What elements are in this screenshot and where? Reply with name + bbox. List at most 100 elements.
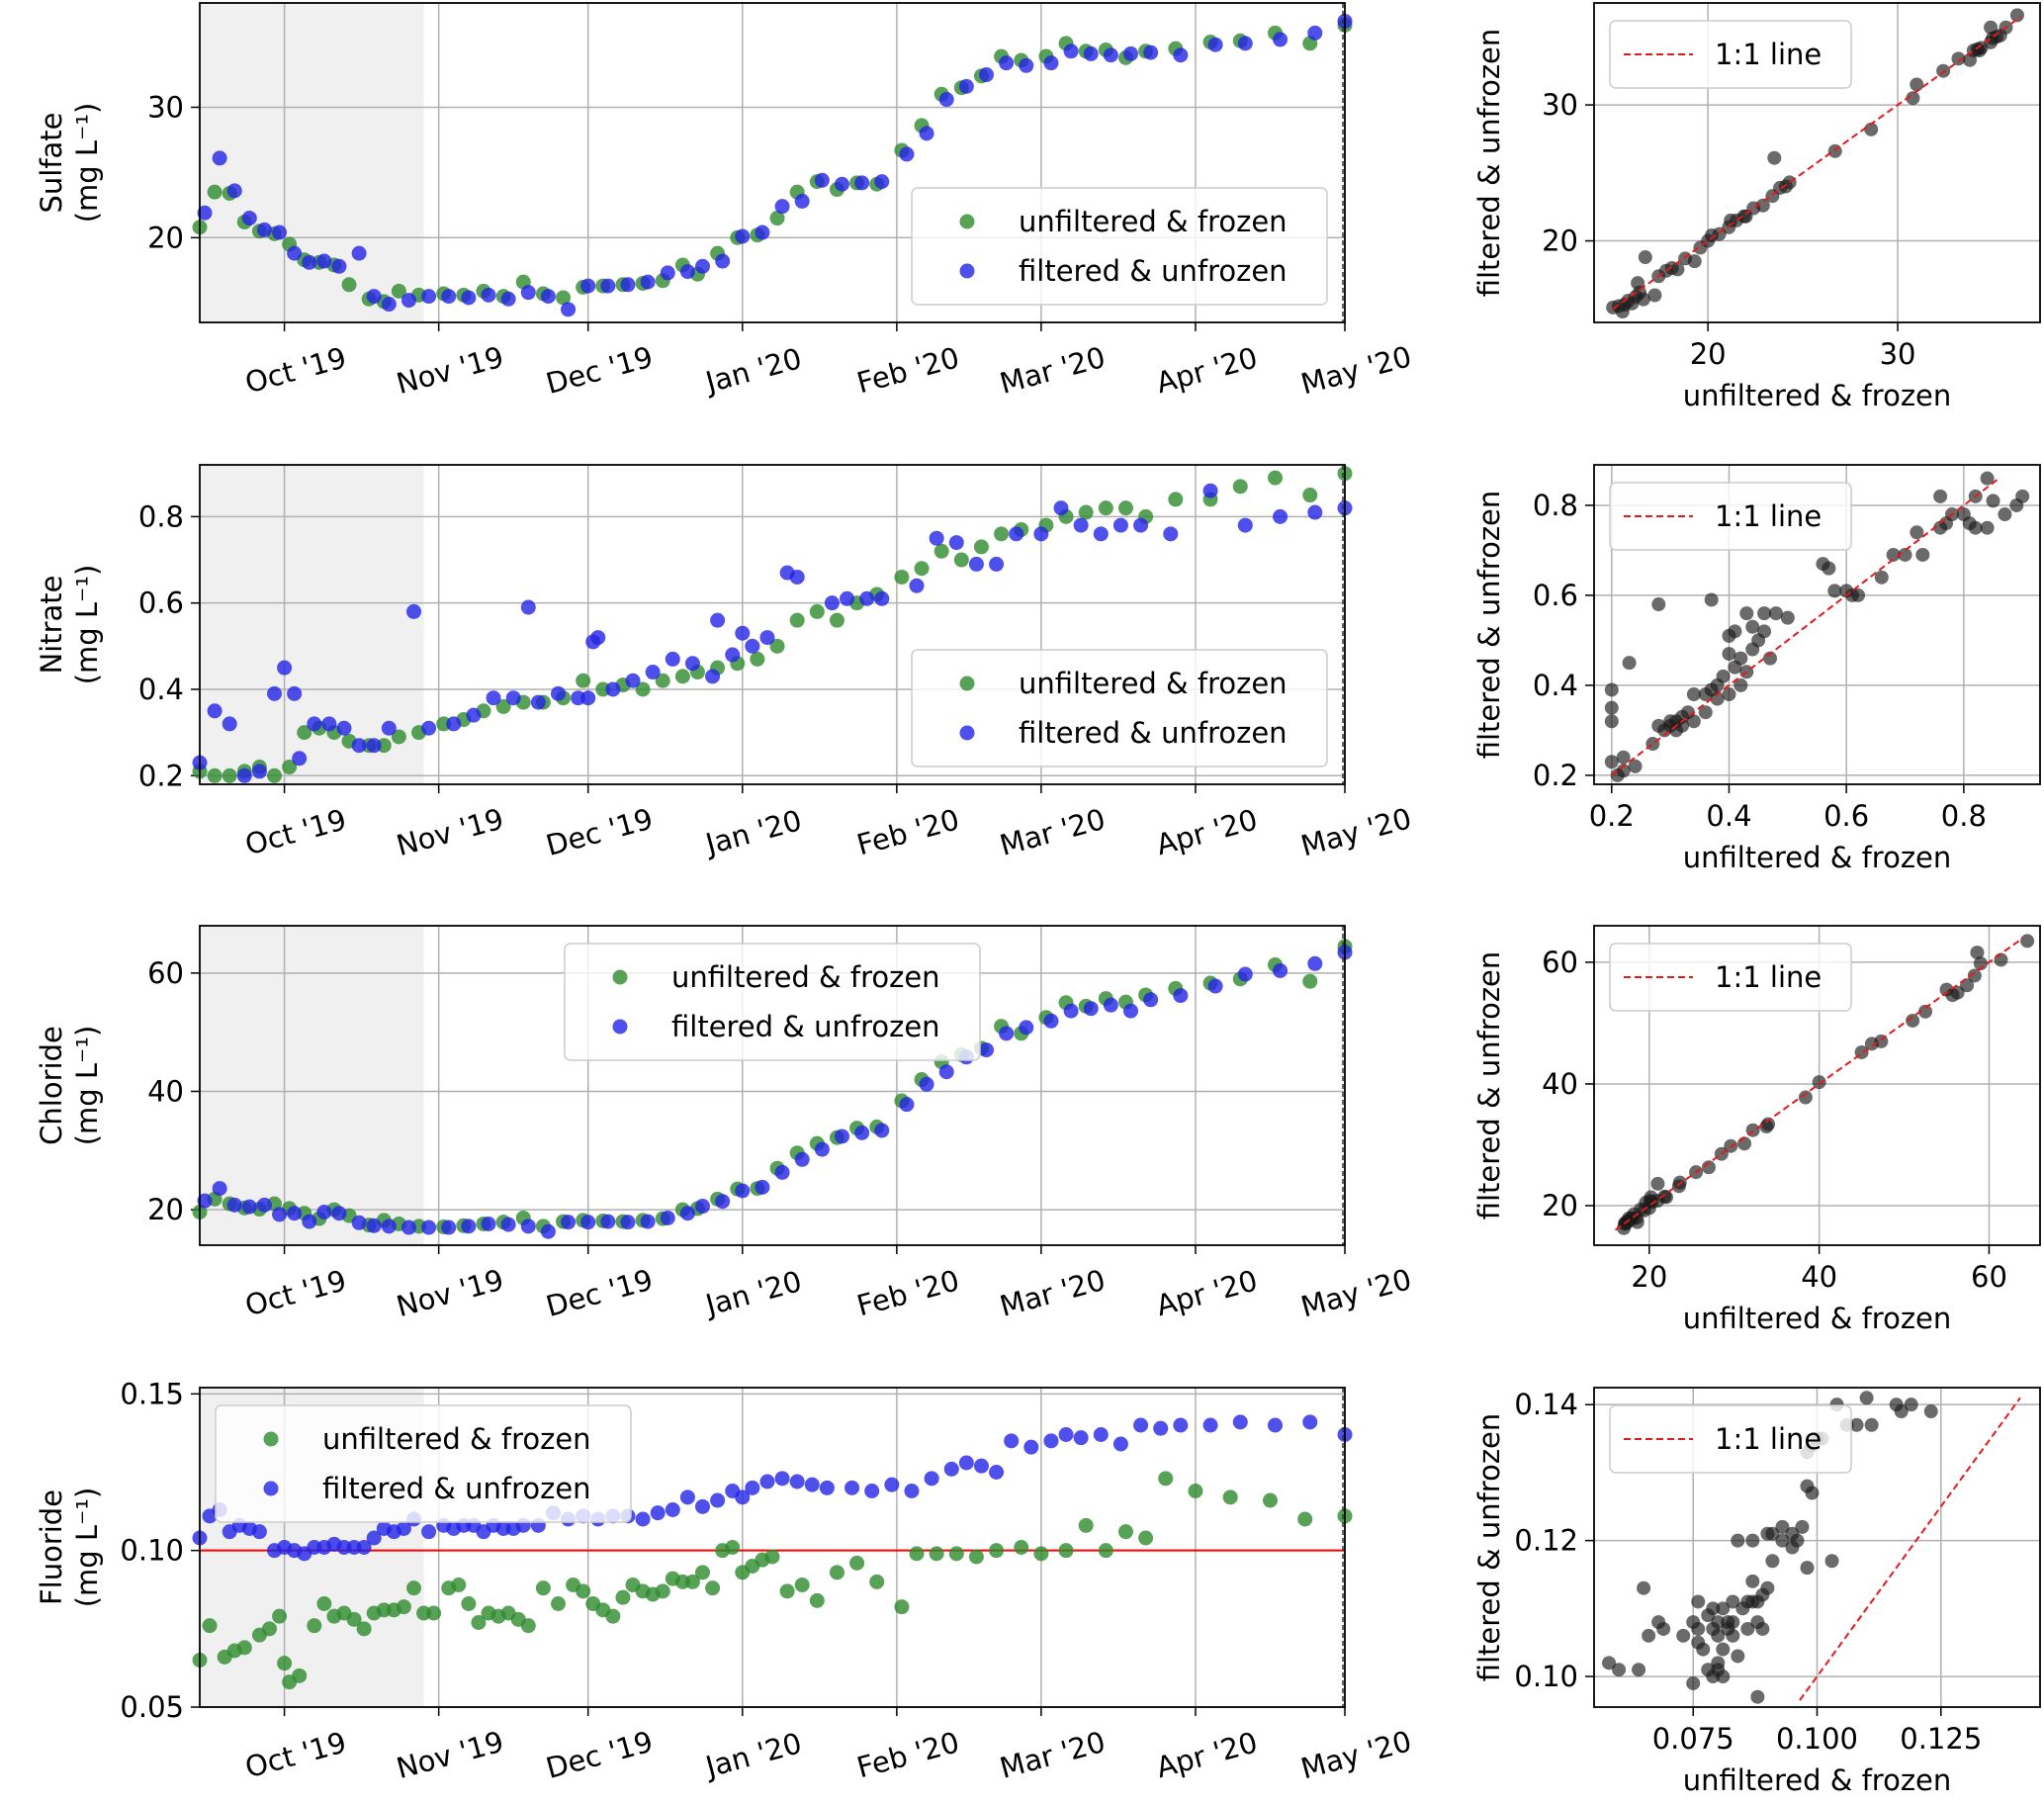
chloride-timeseries-filtered-point [400,1219,416,1235]
fluoride-timeseries-unfiltered-point [520,1618,536,1634]
fluoride-timeseries-filtered-point [904,1484,920,1498]
fluoride-timeseries-filtered-point [1133,1417,1149,1433]
sulfate-timeseries-filtered-point [540,289,556,305]
nitrate-timeseries-filtered-point [1112,517,1128,533]
nitrate-comparison-frame [1593,464,2041,785]
chloride-timeseries-filtered-point [1143,992,1159,1008]
fluoride-comparison-point [1760,1580,1775,1595]
nitrate-comparison-point [1675,718,1690,733]
sulfate-timeseries-filtered-point [899,146,915,162]
fluoride-timeseries-filtered-point [679,1489,695,1505]
chloride-comparison-point [1973,956,1988,971]
sulfate-comparison-point [1864,122,1879,136]
nitrate-comparison-point [1728,624,1742,639]
nitrate-timeseries-filtered-point [1009,526,1024,542]
nitrate-timeseries-filtered-point [366,738,382,754]
sulfate-timeseries-filtered-point [421,289,437,305]
fluoride-comparison-point [1676,1628,1691,1643]
nitrate-comparison-point [1980,471,1995,486]
nitrate-timeseries-filtered-point [486,690,501,706]
sulfate-comparison-legend-label: 1:1 line [1715,38,1822,71]
fluoride-comparison-point [1859,1391,1874,1405]
fluoride-timeseries-filtered-point [844,1480,860,1495]
fluoride-timeseries-legend-label: filtered & unfrozen [322,1472,591,1505]
chloride-timeseries-filtered-point [919,1076,934,1092]
fluoride-comparison-point [1706,1601,1721,1616]
sulfate-timeseries-filtered-point [400,293,416,309]
nitrate-timeseries-filtered-point [625,673,641,688]
chloride-comparison-point [1630,1215,1644,1229]
nitrate-timeseries-filtered-point [292,751,308,767]
sulfate-comparison-ytick-label: 30 [1542,88,1578,122]
fluoride-comparison-point [1726,1615,1740,1630]
fluoride-timeseries-unfiltered-point [356,1621,372,1637]
chloride-comparison-point [1970,946,1985,960]
fluoride-timeseries-unfiltered-point [1098,1543,1113,1559]
nitrate-comparison-point [1622,656,1637,671]
nitrate-timeseries-filtered-point [287,685,303,701]
sulfate-timeseries-legend-swatch-marker [959,214,975,229]
fluoride-timeseries-filtered-point [1112,1436,1128,1452]
nitrate-comparison-point [1757,624,1772,639]
fluoride-timeseries-filtered-point [1004,1433,1020,1449]
nitrate-comparison-point [1780,610,1795,625]
nitrate-timeseries-filtered-point [725,647,741,663]
fluoride-comparison-point [1731,1533,1745,1548]
sulfate-timeseries-filtered-point [256,222,272,237]
sulfate-timeseries-filtered-point [212,150,227,166]
sulfate-timeseries-filtered-point [1083,45,1099,61]
sulfate-comparison-point [1910,77,1924,92]
chloride-timeseries-legend: unfiltered & frozen filtered & unfrozen [564,943,981,1061]
chloride-timeseries-filtered-point [874,1123,890,1138]
fluoride-comparison-xtick-label: 0.125 [1900,1722,1982,1756]
chloride-comparison-point [1918,1004,1933,1019]
sulfate-timeseries-filtered-point [441,289,457,305]
fluoride-comparison-point [1745,1574,1760,1588]
chloride-comparison-ytick-label: 40 [1542,1067,1578,1101]
chloride-timeseries-ytick-label: 60 [147,956,184,990]
nitrate-timeseries-unfiltered-point [655,673,670,688]
nitrate-timeseries-filtered-point [405,603,421,619]
fluoride-timeseries-ytick-label: 0.15 [120,1377,184,1410]
nitrate-timeseries-filtered-point [421,720,437,736]
sulfate-comparison-ytick-label: 20 [1542,225,1578,258]
fluoride-comparison-point [1805,1486,1820,1500]
fluoride-timeseries-unfiltered-point [849,1555,865,1571]
nitrate-timeseries-legend-swatch-marker [959,676,975,691]
chloride-timeseries-filtered-point [1307,955,1323,971]
fluoride-comparison-ytick-label: 0.14 [1514,1388,1578,1421]
sulfate-timeseries-unfiltered-point [769,211,785,226]
sulfate-comparison-panel: 20 30 20 30 unfiltered & frozen filtered & un… [1472,2,2041,412]
nitrate-timeseries-ytick-label: 0.8 [138,499,184,533]
fluoride-comparison-point [1775,1533,1790,1548]
fluoride-timeseries-unfiltered-point [989,1543,1005,1559]
fluoride-timeseries-filtered-point [1268,1417,1284,1433]
nitrate-timeseries-filtered-point [1307,504,1323,520]
nitrate-timeseries-unfiltered-point [222,767,237,783]
sulfate-timeseries-legend-label: unfiltered & frozen [1019,205,1288,238]
chloride-comparison-xtick-label: 60 [1971,1260,2007,1294]
fluoride-timeseries-filtered-point [864,1484,880,1498]
fluoride-timeseries-filtered-point [1232,1414,1248,1430]
nitrate-timeseries-unfiltered-point [576,673,591,688]
chloride-comparison-point [1761,1117,1776,1131]
chloride-timeseries-ylabel-line1: Chloride [35,1026,68,1145]
fluoride-comparison-xtick-label: 0.100 [1776,1722,1858,1756]
fluoride-timeseries-unfiltered-point [725,1540,741,1555]
sulfate-timeseries-shaded-span [200,3,424,322]
sulfate-comparison-point [2009,8,2024,23]
nitrate-timeseries-unfiltered-point [994,526,1010,542]
sulfate-timeseries-filtered-point [919,126,934,141]
sulfate-comparison-point [1631,276,1645,291]
sulfate-timeseries-filtered-point [874,174,890,190]
nitrate-timeseries-filtered-point [989,556,1005,572]
sulfate-timeseries-filtered-point [794,193,810,209]
chloride-timeseries-filtered-point [1019,1020,1034,1036]
chloride-comparison-xlabel: unfiltered & frozen [1683,1302,1952,1335]
fluoride-timeseries-unfiltered-point [605,1608,621,1624]
chloride-timeseries-filtered-point [1083,1001,1099,1017]
nitrate-timeseries-unfiltered-point [1302,488,1318,503]
fluoride-timeseries-unfiltered-point [1222,1489,1238,1505]
sulfate-timeseries-filtered-point [1103,47,1118,63]
nitrate-comparison-point [1710,691,1725,706]
